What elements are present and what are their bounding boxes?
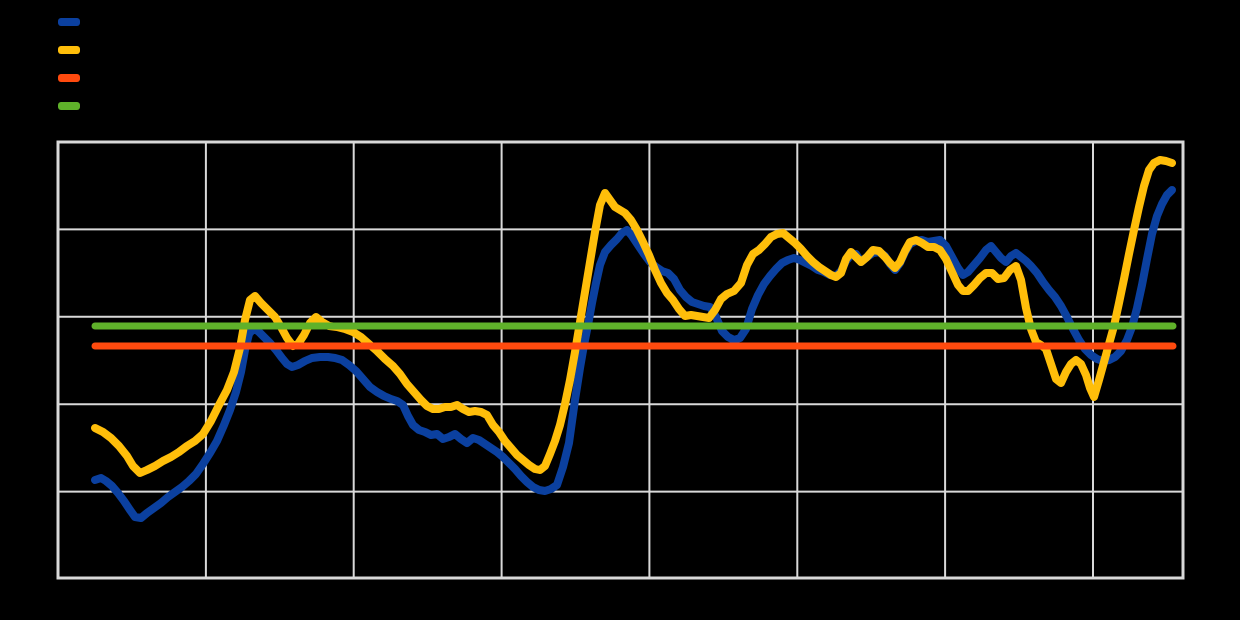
series-blue-line — [91, 186, 1176, 522]
legend-swatch-green — [58, 102, 80, 110]
legend-swatch-orange — [58, 74, 80, 82]
legend-item-blue — [58, 8, 90, 36]
plot-border — [56, 140, 1185, 580]
legend-item-green — [58, 92, 90, 120]
series-yellow-line — [91, 156, 1176, 477]
legend-item-orange — [58, 64, 90, 92]
legend-swatch-yellow — [58, 46, 80, 54]
legend-swatch-blue — [58, 18, 80, 26]
legend-item-yellow — [58, 36, 90, 64]
chart-legend — [58, 8, 90, 120]
